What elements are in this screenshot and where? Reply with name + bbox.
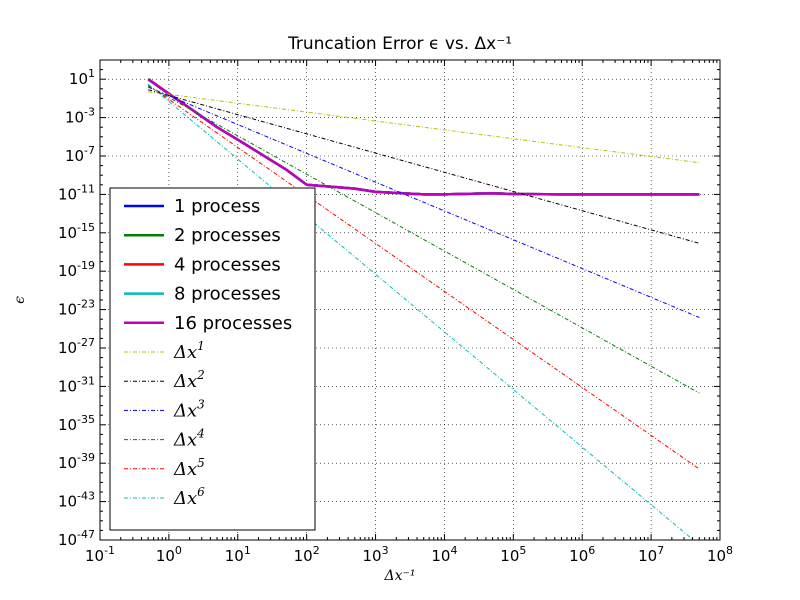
y-tick-label: 10-11 <box>58 182 95 203</box>
series-line-4 <box>147 78 700 196</box>
x-tick-label: 104 <box>431 544 457 565</box>
x-tick-label: 101 <box>225 544 251 565</box>
y-tick-label: 10-43 <box>58 490 95 511</box>
y-tick-label: 10-35 <box>58 413 95 434</box>
series-line-7 <box>148 86 700 318</box>
y-tick-label: 10-39 <box>58 451 95 472</box>
legend-box <box>109 187 316 531</box>
x-tick-label: 100 <box>156 544 182 565</box>
x-tick-label: 107 <box>638 544 664 565</box>
y-axis-label: ϵ <box>12 296 28 304</box>
series-line-10 <box>147 83 695 540</box>
y-tick-label: 101 <box>69 67 95 88</box>
x-tick-label: 106 <box>569 544 595 565</box>
y-tick-label: 10-47 <box>58 528 95 549</box>
legend-label-1: 2 processes <box>174 225 281 246</box>
y-tick-label: 10-15 <box>58 221 95 242</box>
legend-label-9: Δx5 <box>173 456 205 480</box>
x-tick-label: 108 <box>707 544 733 565</box>
x-tick-label: 105 <box>500 544 526 565</box>
series-line-9 <box>147 84 700 470</box>
x-tick-label: 102 <box>294 544 320 565</box>
y-tick-label: 10-23 <box>58 298 95 319</box>
data-series <box>147 78 700 540</box>
x-tick-label: 10-1 <box>85 544 115 565</box>
legend-label-0: 1 process <box>174 196 260 217</box>
y-tick-label: 10-31 <box>58 374 95 395</box>
series-line-5 <box>148 91 700 164</box>
legend-label-3: 8 processes <box>174 284 281 305</box>
legend-label-8: Δx4 <box>173 427 205 451</box>
legend: 1 process 2 processes 4 processes 8 process… <box>109 187 316 531</box>
legend-label-7: Δx3 <box>173 397 205 421</box>
y-tick-label: 10-7 <box>65 144 95 165</box>
x-axis-label: Δx⁻¹ <box>384 568 416 584</box>
y-tick-label: 10-19 <box>58 259 95 280</box>
legend-label-2: 4 processes <box>174 254 281 275</box>
y-tick-label: 10-3 <box>65 106 95 127</box>
series-line-8 <box>147 85 700 394</box>
legend-label-5: Δx1 <box>173 339 205 363</box>
legend-label-4: 16 processes <box>174 313 292 334</box>
x-tick-label: 103 <box>363 544 389 565</box>
chart-title: Truncation Error ϵ vs. Δx⁻¹ <box>287 34 513 54</box>
y-tick-label: 10-27 <box>58 336 95 357</box>
legend-label-10: Δx6 <box>173 485 205 509</box>
axis-ticks <box>99 60 721 541</box>
legend-label-6: Δx2 <box>173 368 205 392</box>
